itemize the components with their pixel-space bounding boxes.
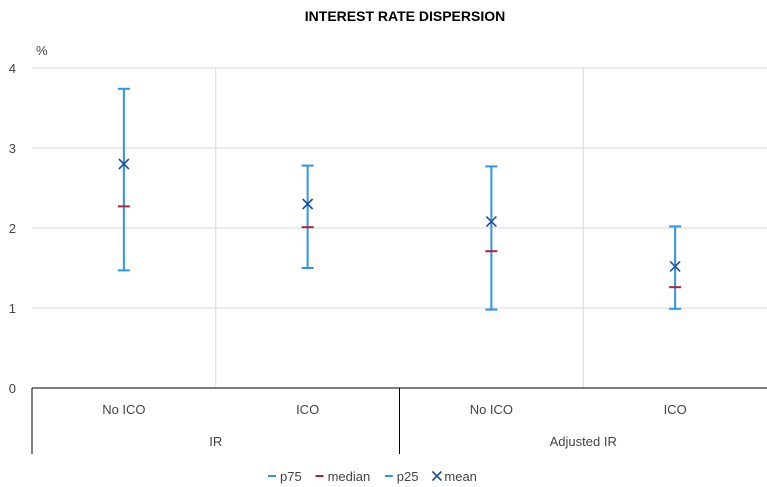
y-axis-ticks: 0 1 2 3 4 xyxy=(9,61,16,396)
mean-marker xyxy=(485,216,497,228)
legend-label: median xyxy=(328,469,371,484)
y-tick-label: 3 xyxy=(9,141,16,156)
category-label: No ICO xyxy=(470,402,513,417)
group-label: Adjusted IR xyxy=(550,434,617,449)
category-label: ICO xyxy=(296,402,319,417)
legend-label: mean xyxy=(444,469,477,484)
chart-title: INTEREST RATE DISPERSION xyxy=(305,8,505,24)
mean-marker xyxy=(118,158,130,170)
plot-area xyxy=(117,87,682,311)
category-label: No ICO xyxy=(102,402,145,417)
category-label: ICO xyxy=(664,402,687,417)
legend-item: median xyxy=(315,469,371,484)
y-tick-label: 2 xyxy=(9,221,16,236)
gridlines xyxy=(32,67,767,388)
category-axis: No ICO ICO No ICO ICO IR Adjusted IR xyxy=(31,387,767,454)
mean-marker xyxy=(302,198,314,210)
legend-item: mean xyxy=(431,469,477,484)
y-tick-label: 1 xyxy=(9,301,16,316)
mean-marker xyxy=(669,260,681,272)
legend-label: p75 xyxy=(280,469,302,484)
legend-label: p25 xyxy=(397,469,419,484)
legend: p75 median p25 mean xyxy=(268,469,477,484)
y-unit-label: % xyxy=(36,43,48,58)
y-tick-label: 0 xyxy=(9,381,16,396)
legend-item: p75 xyxy=(268,469,302,484)
legend-item: p25 xyxy=(384,469,419,484)
group-label: IR xyxy=(209,434,222,449)
y-tick-label: 4 xyxy=(9,61,16,76)
